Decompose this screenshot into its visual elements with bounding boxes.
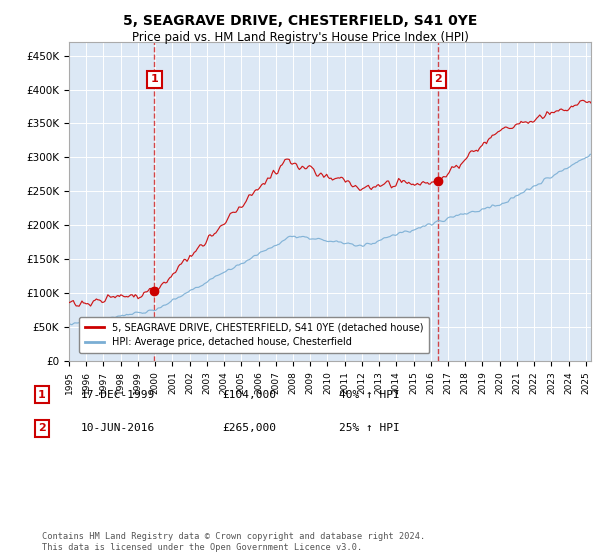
Text: 2: 2 bbox=[434, 74, 442, 85]
Text: 25% ↑ HPI: 25% ↑ HPI bbox=[339, 423, 400, 433]
Text: £104,000: £104,000 bbox=[222, 390, 276, 400]
Legend: 5, SEAGRAVE DRIVE, CHESTERFIELD, S41 0YE (detached house), HPI: Average price, d: 5, SEAGRAVE DRIVE, CHESTERFIELD, S41 0YE… bbox=[79, 316, 430, 353]
Text: 17-DEC-1999: 17-DEC-1999 bbox=[81, 390, 155, 400]
Text: 40% ↑ HPI: 40% ↑ HPI bbox=[339, 390, 400, 400]
Text: Contains HM Land Registry data © Crown copyright and database right 2024.
This d: Contains HM Land Registry data © Crown c… bbox=[42, 532, 425, 552]
Text: Price paid vs. HM Land Registry's House Price Index (HPI): Price paid vs. HM Land Registry's House … bbox=[131, 31, 469, 44]
Text: 1: 1 bbox=[38, 390, 46, 400]
Text: 5, SEAGRAVE DRIVE, CHESTERFIELD, S41 0YE: 5, SEAGRAVE DRIVE, CHESTERFIELD, S41 0YE bbox=[123, 14, 477, 28]
Text: 1: 1 bbox=[151, 74, 158, 85]
Text: 2: 2 bbox=[38, 423, 46, 433]
Text: £265,000: £265,000 bbox=[222, 423, 276, 433]
Text: 10-JUN-2016: 10-JUN-2016 bbox=[81, 423, 155, 433]
